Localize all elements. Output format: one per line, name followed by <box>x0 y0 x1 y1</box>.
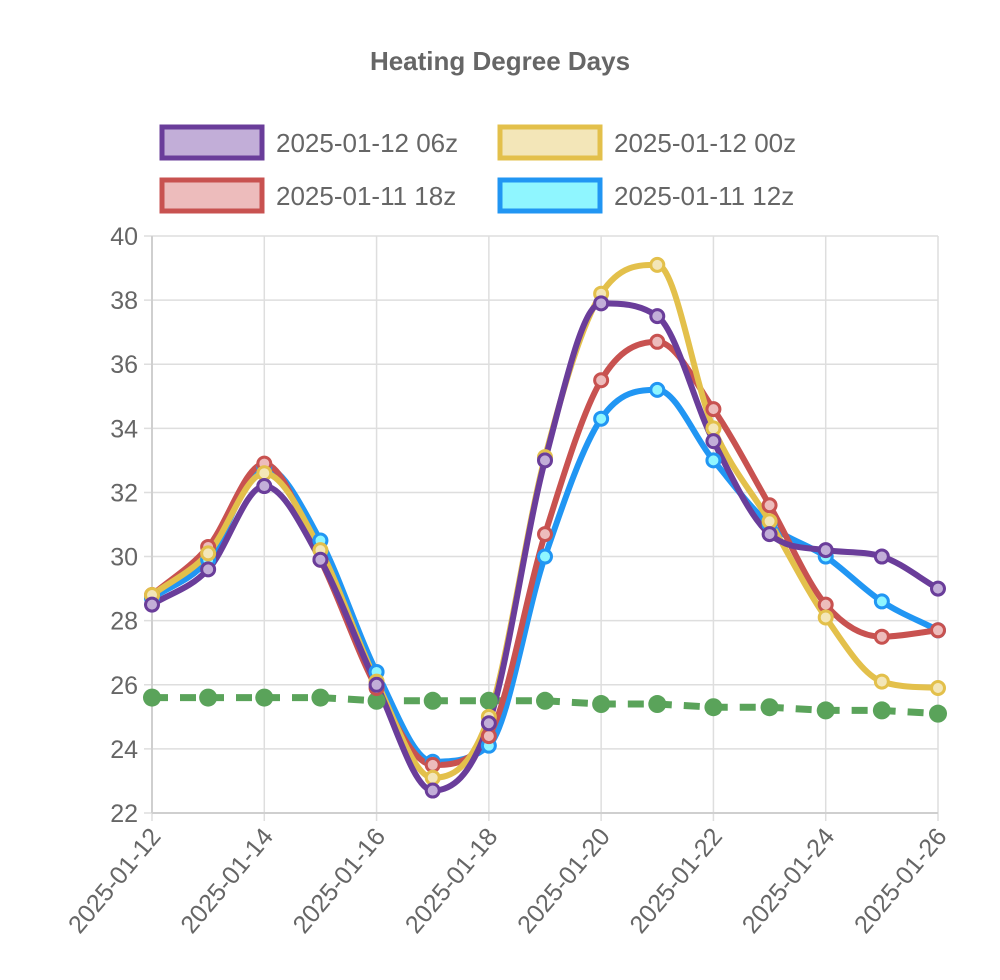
data-point-2025-01-12-06z <box>200 561 217 578</box>
data-point-2025-01-12-06z <box>424 782 441 799</box>
data-point-baseline <box>872 701 891 720</box>
data-point-baseline <box>143 688 161 707</box>
data-point-2025-01-12-00z <box>930 679 946 696</box>
data-point-2025-01-11-12z <box>593 410 610 427</box>
x-tick-label: 2025-01-18 <box>400 823 504 939</box>
data-point-2025-01-12-00z <box>200 545 217 562</box>
y-tick-label: 22 <box>110 800 138 828</box>
data-point-baseline <box>929 704 947 723</box>
data-point-baseline <box>311 688 330 707</box>
data-point-2025-01-12-00z <box>817 609 834 626</box>
data-point-2025-01-11-18z <box>873 628 890 645</box>
y-tick-label: 28 <box>110 608 138 636</box>
data-point-2025-01-12-06z <box>368 676 385 693</box>
data-point-2025-01-12-06z <box>930 580 946 597</box>
data-point-baseline <box>479 691 498 710</box>
data-point-2025-01-12-06z <box>817 542 834 559</box>
data-point-2025-01-11-18z <box>424 756 441 773</box>
x-tick-label: 2025-01-20 <box>512 823 616 939</box>
legend-label-2025-01-12-06z: 2025-01-12 06z <box>276 128 458 158</box>
data-point-baseline <box>816 701 835 720</box>
data-point-baseline <box>199 688 218 707</box>
data-point-2025-01-11-12z <box>649 381 666 398</box>
series-points <box>143 256 947 799</box>
legend: 2025-01-12 06z 2025-01-12 00z 2025-01-11 1… <box>159 124 796 214</box>
data-point-2025-01-11-18z <box>817 596 834 613</box>
data-point-2025-01-12-00z <box>649 256 666 273</box>
data-point-2025-01-11-12z <box>705 452 722 469</box>
x-tick-label: 2025-01-22 <box>624 823 728 939</box>
data-point-2025-01-12-06z <box>593 295 610 312</box>
y-tick-label: 30 <box>110 544 138 572</box>
data-point-baseline <box>704 698 723 717</box>
legend-swatch-2025-01-11-12z <box>497 177 603 214</box>
x-tick-label: 2025-01-24 <box>737 823 841 939</box>
data-point-2025-01-12-06z <box>312 551 329 568</box>
data-point-2025-01-12-00z <box>256 465 273 482</box>
data-point-2025-01-12-06z <box>144 596 160 613</box>
data-point-2025-01-11-18z <box>480 728 497 745</box>
data-point-2025-01-12-06z <box>537 452 553 469</box>
data-point-2025-01-11-18z <box>705 401 722 418</box>
data-point-2025-01-12-00z <box>761 513 778 530</box>
data-point-2025-01-12-06z <box>873 548 890 565</box>
y-tick-label: 38 <box>110 287 138 315</box>
y-tick-label: 40 <box>110 223 138 251</box>
legend-swatch-2025-01-11-18z <box>159 177 265 214</box>
data-point-2025-01-12-00z <box>424 769 441 786</box>
data-point-baseline <box>423 691 442 710</box>
x-tick-label: 2025-01-26 <box>849 823 953 939</box>
data-point-2025-01-12-06z <box>480 715 497 732</box>
legend-swatch-2025-01-12-06z <box>159 124 265 161</box>
legend-label-2025-01-11-12z: 2025-01-11 12z <box>614 181 794 211</box>
data-point-2025-01-11-18z <box>930 622 946 639</box>
data-point-baseline <box>648 695 667 714</box>
data-point-2025-01-11-18z <box>537 526 553 543</box>
legend-label-2025-01-11-18z: 2025-01-11 18z <box>276 181 456 211</box>
y-tick-label: 24 <box>110 736 138 764</box>
data-point-2025-01-11-12z <box>873 593 890 610</box>
data-point-baseline <box>760 698 779 717</box>
data-point-2025-01-12-06z <box>649 308 666 325</box>
legend-swatch-2025-01-12-00z <box>497 124 603 161</box>
data-point-2025-01-11-12z <box>537 548 553 565</box>
y-tick-label: 34 <box>110 415 138 443</box>
data-point-2025-01-11-18z <box>649 333 666 350</box>
y-tick-label: 32 <box>110 479 138 507</box>
data-point-2025-01-12-06z <box>705 433 722 450</box>
y-tick-label: 26 <box>110 672 138 700</box>
data-point-baseline <box>536 691 554 710</box>
data-point-baseline <box>367 691 386 710</box>
data-point-2025-01-12-06z <box>761 526 778 543</box>
x-tick-label: 2025-01-14 <box>175 823 279 939</box>
legend-label-2025-01-12-00z: 2025-01-12 00z <box>614 128 796 158</box>
y-tick-label: 36 <box>110 351 138 379</box>
data-point-2025-01-12-06z <box>256 478 273 495</box>
data-point-2025-01-11-18z <box>593 372 610 389</box>
data-point-baseline <box>255 688 274 707</box>
data-point-2025-01-12-00z <box>705 420 722 437</box>
data-point-2025-01-12-00z <box>873 673 890 690</box>
chart-title: Heating Degree Days <box>370 46 630 76</box>
data-point-2025-01-11-18z <box>761 497 778 514</box>
x-tick-label: 2025-01-12 <box>63 823 167 939</box>
data-point-baseline <box>592 695 611 714</box>
x-tick-label: 2025-01-16 <box>288 823 392 939</box>
